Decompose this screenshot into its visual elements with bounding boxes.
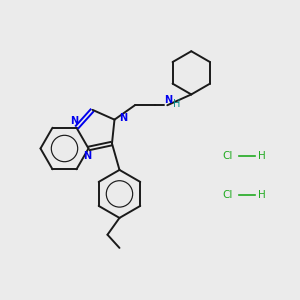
Text: Cl: Cl	[223, 151, 233, 161]
Text: H: H	[172, 99, 180, 109]
Text: H: H	[258, 151, 266, 161]
Text: N: N	[70, 116, 78, 126]
Text: N: N	[119, 113, 127, 123]
Text: Cl: Cl	[223, 190, 233, 200]
Text: N: N	[83, 151, 91, 161]
Text: H: H	[258, 190, 266, 200]
Text: N: N	[164, 95, 172, 105]
